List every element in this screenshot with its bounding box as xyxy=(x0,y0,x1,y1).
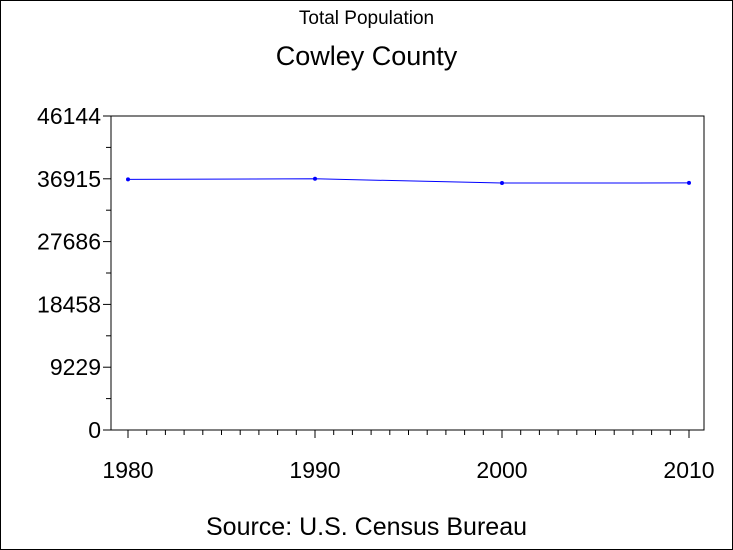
y-tick-label: 9229 xyxy=(50,354,101,380)
y-axis: 0 9229 18458 27686 36915 46144 xyxy=(37,103,111,443)
y-tick-label: 0 xyxy=(88,417,101,443)
data-point xyxy=(313,176,317,181)
y-tick-label: 36915 xyxy=(37,166,101,192)
data-point xyxy=(500,181,504,186)
chart-subtitle: Total Population xyxy=(298,8,435,29)
plot-area xyxy=(110,115,705,431)
series-group xyxy=(126,176,691,186)
data-point xyxy=(687,180,691,185)
series-line xyxy=(127,178,690,184)
chart-title: Cowley County xyxy=(275,41,458,71)
data-point xyxy=(126,177,130,182)
chart-source: Source: U.S. Census Bureau xyxy=(206,513,527,541)
y-tick-label: 46144 xyxy=(37,103,101,129)
x-axis: 1980 1990 2000 2010 xyxy=(102,430,715,483)
y-tick-label: 18458 xyxy=(37,291,101,317)
y-tick-label: 27686 xyxy=(37,229,101,255)
x-tick-label: 2010 xyxy=(663,457,714,483)
x-tick-label: 2000 xyxy=(476,457,527,483)
x-tick-label: 1980 xyxy=(102,457,153,483)
x-tick-label: 1990 xyxy=(289,457,340,483)
